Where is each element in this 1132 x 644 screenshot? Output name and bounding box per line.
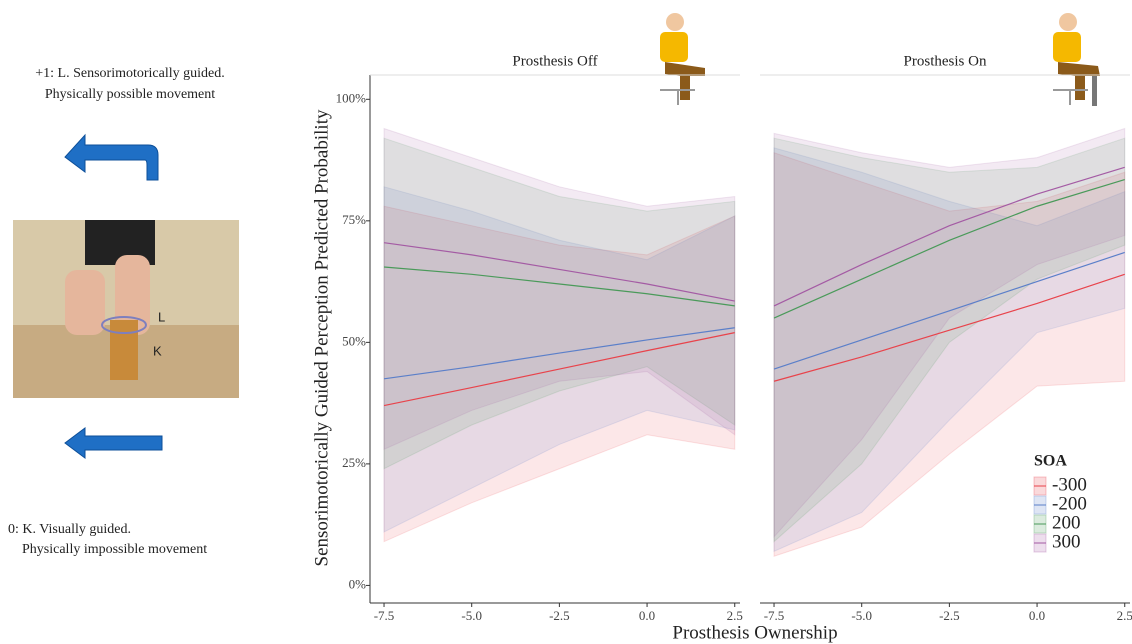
x-axis-label: Prosthesis Ownership [672, 622, 837, 643]
y-tick-label: 75% [342, 212, 366, 227]
y-tick-label: 100% [336, 90, 367, 105]
y-tick-label: 0% [349, 576, 367, 591]
y-tick-label: 50% [342, 333, 366, 348]
x-tick-label: 2.5 [1117, 608, 1132, 623]
panel-title: Prosthesis On [904, 53, 987, 69]
figure: +1: L. Sensorimotorically guided. Physic… [0, 0, 1132, 644]
bottom-label: 0: K. Visually guided. [8, 522, 131, 537]
x-tick-label: -7.5 [374, 608, 395, 623]
photo: L K [13, 220, 239, 398]
arrow [65, 135, 158, 180]
y-tick-label: 25% [342, 455, 366, 470]
x-tick-label: -2.5 [939, 608, 960, 623]
legend-label: -200 [1052, 493, 1087, 514]
legend-label: 300 [1052, 531, 1081, 552]
figure-icon [1053, 13, 1100, 106]
x-tick-label: -2.5 [549, 608, 570, 623]
legend-label: -300 [1052, 474, 1087, 495]
top-label: +1: L. Sensorimotorically guided. [35, 66, 224, 81]
x-tick-label: -5.0 [851, 608, 872, 623]
bottom-label: Physically impossible movement [22, 542, 207, 557]
x-tick-label: -7.5 [764, 608, 785, 623]
x-tick-label: 0.0 [1029, 608, 1045, 623]
arrow [65, 428, 162, 458]
photo-label: K [153, 343, 162, 358]
legend-title: SOA [1034, 453, 1067, 470]
photo-label: L [158, 309, 165, 324]
y-axis-label: Sensorimotorically Guided Perception Pre… [311, 109, 332, 566]
panel-title: Prosthesis Off [512, 53, 597, 69]
legend-label: 200 [1052, 512, 1081, 533]
x-tick-label: 0.0 [639, 608, 655, 623]
x-tick-label: 2.5 [727, 608, 743, 623]
top-label: Physically possible movement [45, 87, 215, 102]
figure-icon [660, 13, 705, 105]
x-tick-label: -5.0 [461, 608, 482, 623]
